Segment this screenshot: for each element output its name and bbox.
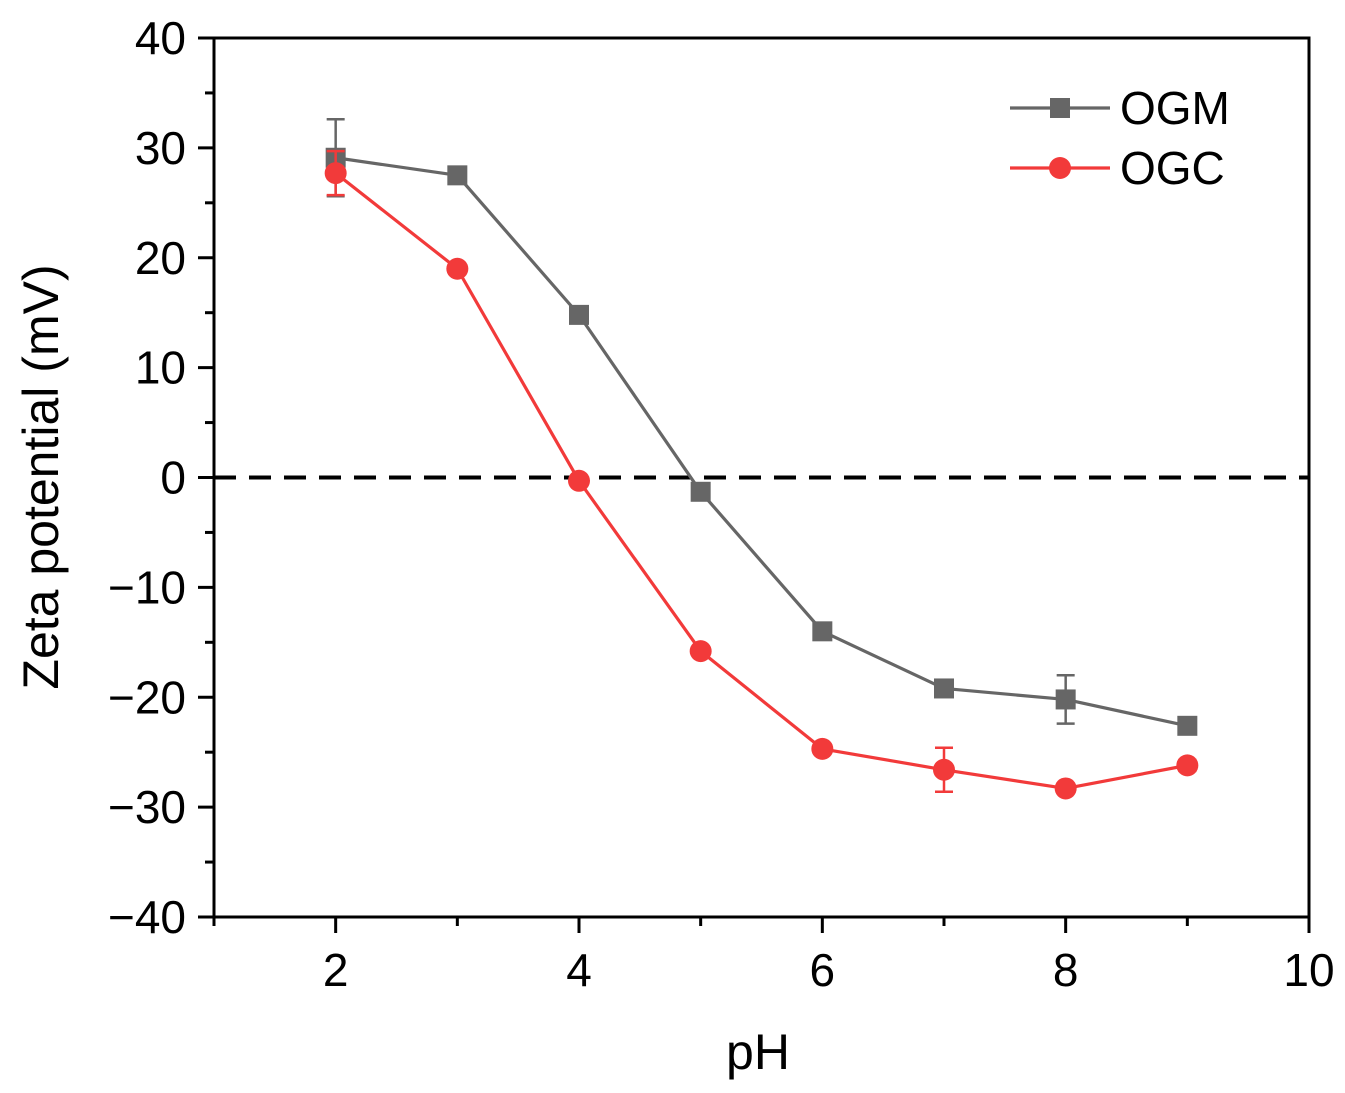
x-tick-label: 6 — [810, 944, 836, 996]
marker-ogc — [324, 162, 347, 185]
y-axis-title: Zeta potential (mV) — [13, 264, 69, 689]
x-tick-label: 2 — [323, 944, 349, 996]
x-axis-title: pH — [726, 1024, 790, 1080]
series-line-ogc — [334, 171, 1188, 791]
marker-ogc — [811, 737, 834, 760]
marker-ogc — [689, 640, 712, 663]
legend-marker-ogm — [1050, 98, 1070, 118]
legend-label-ogm: OGM — [1120, 82, 1230, 134]
y-tick-label: 40 — [135, 12, 186, 64]
legend-item-ogm: OGM — [1010, 82, 1230, 134]
marker-ogc — [446, 257, 469, 280]
marker-ogc — [568, 469, 590, 492]
legend-item-ogc: OGC — [1010, 142, 1225, 194]
y-tick-label: 10 — [135, 342, 186, 394]
y-tick-label: −10 — [108, 561, 186, 613]
marker-ogm — [447, 165, 468, 186]
legend-label-ogc: OGC — [1120, 142, 1225, 194]
ticks-layer: 2 4 6 8 10 −40 −30 −20 −10 0 10 20 30 40 — [108, 12, 1335, 996]
x-tick-label: 4 — [566, 944, 592, 996]
y-tick-label: 30 — [135, 122, 186, 174]
marker-ogc — [1176, 754, 1199, 777]
y-tick-label: −20 — [108, 671, 186, 723]
y-tick-label: −30 — [108, 781, 186, 833]
y-tick-label: 20 — [135, 232, 186, 284]
series-line-ogm — [335, 156, 1188, 728]
marker-ogm — [569, 304, 589, 325]
x-tick-label: 8 — [1053, 944, 1079, 996]
marker-ogm — [690, 481, 711, 502]
marker-ogm — [1177, 715, 1198, 736]
marker-ogc — [1054, 777, 1077, 800]
legend-layer: OGM OGC — [1010, 82, 1230, 194]
y-tick-label: −40 — [108, 891, 186, 943]
marker-ogm — [812, 621, 833, 642]
x-tick-label: 10 — [1283, 944, 1334, 996]
series-layer — [324, 118, 1199, 800]
legend-marker-ogc — [1049, 157, 1071, 179]
y-tick-label: 0 — [160, 452, 186, 504]
marker-ogm — [934, 678, 954, 699]
marker-ogm — [1055, 689, 1076, 710]
marker-ogc — [933, 758, 955, 781]
